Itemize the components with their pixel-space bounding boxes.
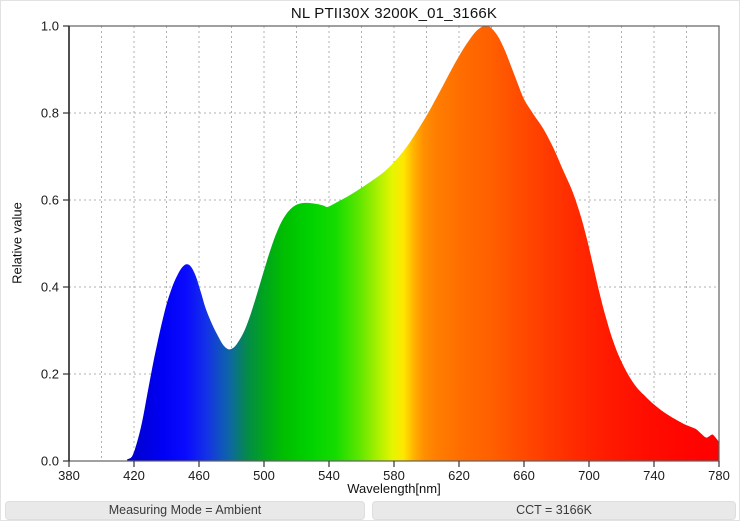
status-cct: CCT = 3166K bbox=[372, 501, 736, 520]
chart-title: NL PTII30X 3200K_01_3166K bbox=[290, 5, 498, 22]
x-tick-label: 780 bbox=[708, 468, 730, 483]
x-tick-label: 500 bbox=[253, 468, 275, 483]
x-tick-label: 620 bbox=[448, 468, 470, 483]
y-tick-label: 0.4 bbox=[41, 280, 59, 295]
y-tick-label: 0.8 bbox=[41, 106, 59, 121]
x-axis-title: Wavelength[nm] bbox=[347, 481, 441, 496]
spectrum-chart: 380 420 460 500 540 580 620 660 700 740 780 0.0 0.2 0… bbox=[41, 19, 730, 484]
x-tick-label: 740 bbox=[643, 468, 665, 483]
y-tick-label: 0.6 bbox=[41, 193, 59, 208]
status-measuring-mode: Measuring Mode = Ambient bbox=[5, 501, 365, 520]
x-tick-label: 540 bbox=[318, 468, 340, 483]
x-tick-label: 460 bbox=[188, 468, 210, 483]
x-tick-label: 660 bbox=[513, 468, 535, 483]
x-tick-label: 420 bbox=[123, 468, 145, 483]
y-tick-label: 0.0 bbox=[41, 454, 59, 469]
x-tick-label: 700 bbox=[578, 468, 600, 483]
x-tick-label: 580 bbox=[383, 468, 405, 483]
spectrum-area bbox=[69, 25, 719, 462]
x-tick-label: 380 bbox=[58, 468, 80, 483]
y-tick-label: 0.2 bbox=[41, 367, 59, 382]
y-tick-label: 1.0 bbox=[41, 19, 59, 34]
